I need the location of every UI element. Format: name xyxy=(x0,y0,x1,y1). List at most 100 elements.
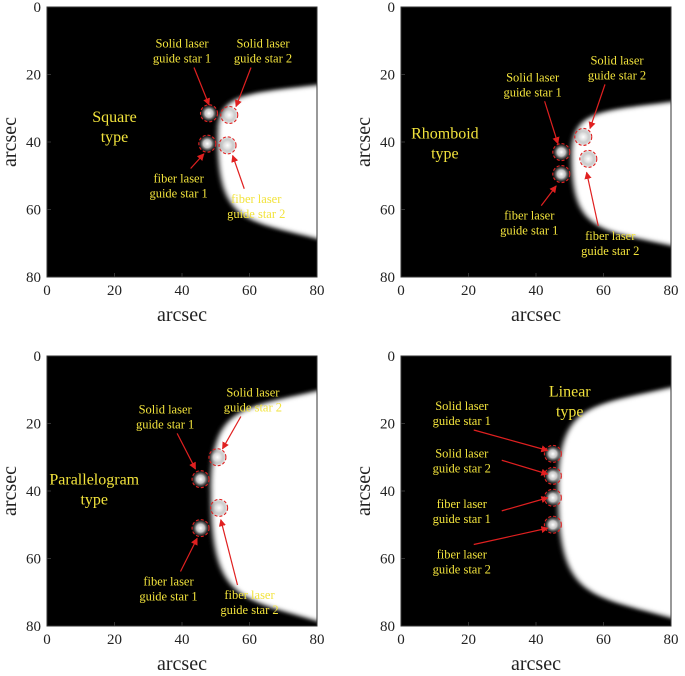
plot-area: Rhomboid type Solid laser guide star 1 Solid… xyxy=(411,53,671,258)
guide-star-marker xyxy=(579,149,598,168)
x-tick-label: 40 xyxy=(175,283,190,299)
annotation-label: fiber laser guide star 1 xyxy=(500,209,558,238)
x-tick-label: 0 xyxy=(43,632,51,648)
x-tick-label: 20 xyxy=(107,283,122,299)
guide-star-spot xyxy=(574,127,593,146)
guide-star-marker xyxy=(218,136,237,155)
panel-rhomboid-type: Rhomboid type Solid laser guide star 1 Solid… xyxy=(353,0,679,326)
annotation-arrow xyxy=(190,153,205,169)
annotation-label: Solid laser guide star 1 xyxy=(433,399,491,428)
y-tick-label: 60 xyxy=(380,203,395,219)
annotation-label: Solid laser guide star 1 xyxy=(153,37,211,66)
x-axis-label: arcsec xyxy=(157,653,207,675)
x-tick-label: 20 xyxy=(107,632,122,648)
x-tick-label: 40 xyxy=(529,632,544,648)
guide-star-spot xyxy=(200,104,218,123)
annotation-label: fiber laser guide star 1 xyxy=(139,575,197,604)
x-tick-label: 60 xyxy=(242,632,257,648)
y-tick-label: 60 xyxy=(26,552,41,568)
guide-star-marker xyxy=(199,104,219,123)
y-tick-label: 80 xyxy=(26,270,41,286)
panel-title: Linear type xyxy=(549,384,591,421)
annotation-label: fiber laser guide star 2 xyxy=(581,229,639,258)
guide-star-spot xyxy=(552,165,571,184)
y-tick-label: 40 xyxy=(380,135,395,151)
annotation-label: Solid laser guide star 1 xyxy=(136,402,194,431)
y-tick-label: 20 xyxy=(26,417,41,433)
annotation-arrow xyxy=(231,154,245,189)
x-tick-label: 60 xyxy=(596,632,611,648)
y-axis-label: arcsec xyxy=(353,466,375,516)
guide-star-marker xyxy=(208,448,227,467)
x-tick-label: 40 xyxy=(529,283,544,299)
panel-title: Rhomboid type xyxy=(411,126,479,163)
guide-star-spot xyxy=(552,143,571,162)
beam-region xyxy=(559,388,671,618)
annotation-arrow xyxy=(473,429,549,453)
panel-parallelogram-type: Parallelogram type Solid laser guide star 1… xyxy=(0,349,325,675)
panel-square-type: Square type Solid laser guide star 1 Solid l… xyxy=(0,0,325,326)
annotation-arrow xyxy=(176,433,197,470)
y-tick-label: 0 xyxy=(34,0,42,16)
guide-star-marker xyxy=(543,466,562,485)
guide-star-spot xyxy=(210,498,229,517)
guide-star-marker xyxy=(543,444,562,463)
plot-area: Parallelogram type Solid laser guide star 1… xyxy=(49,386,317,622)
y-axis-label: arcsec xyxy=(0,466,21,516)
panel-title: Square type xyxy=(92,109,136,146)
plot-area: Linear type Solid laser guide star 1 Solid l… xyxy=(433,384,671,618)
x-tick-label: 80 xyxy=(310,283,325,299)
x-tick-label: 80 xyxy=(664,283,679,299)
y-tick-label: 80 xyxy=(380,619,395,635)
annotation-arrow xyxy=(179,537,198,572)
y-tick-label: 80 xyxy=(380,270,395,286)
x-tick-label: 0 xyxy=(397,632,405,648)
guide-star-marker xyxy=(191,470,210,489)
y-tick-label: 40 xyxy=(26,484,41,500)
panel-linear-type: Linear type Solid laser guide star 1 Solid l… xyxy=(353,349,679,675)
annotation-label: Solid laser guide star 2 xyxy=(234,37,292,66)
annotation-label: Solid laser guide star 2 xyxy=(433,446,491,475)
guide-star-marker xyxy=(552,165,571,184)
x-axis-label: arcsec xyxy=(511,653,561,675)
guide-star-marker xyxy=(198,134,217,153)
annotation-arrow xyxy=(588,84,606,130)
y-tick-label: 0 xyxy=(388,349,396,365)
annotation-label: Solid laser guide star 2 xyxy=(224,386,282,415)
guide-star-marker xyxy=(210,498,229,517)
y-tick-label: 20 xyxy=(26,68,41,84)
guide-star-spot xyxy=(218,136,237,155)
y-tick-label: 20 xyxy=(380,417,395,433)
x-tick-label: 0 xyxy=(43,283,51,299)
guide-star-spot xyxy=(191,519,210,538)
x-tick-label: 80 xyxy=(310,632,325,648)
y-tick-label: 40 xyxy=(26,135,41,151)
y-tick-label: 80 xyxy=(26,619,41,635)
x-tick-label: 20 xyxy=(461,632,476,648)
guide-star-spot xyxy=(220,106,239,124)
annotation-arrow xyxy=(540,185,557,206)
annotation-arrow xyxy=(193,67,210,106)
x-tick-label: 80 xyxy=(664,632,679,648)
guide-star-marker xyxy=(574,127,593,146)
annotation-label: fiber laser guide star 2 xyxy=(227,192,285,221)
beam-region xyxy=(219,85,317,238)
x-axis-label: arcsec xyxy=(511,304,561,326)
guide-star-marker xyxy=(552,143,571,162)
beam-region xyxy=(212,391,317,621)
plot-area: Square type Solid laser guide star 1 Solid l… xyxy=(92,37,317,239)
guide-star-marker xyxy=(191,519,210,538)
guide-star-marker xyxy=(543,515,562,534)
x-tick-label: 40 xyxy=(175,632,190,648)
annotation-arrow xyxy=(501,459,549,476)
x-tick-label: 0 xyxy=(397,283,405,299)
annotation-label: Solid laser guide star 1 xyxy=(503,70,561,99)
x-tick-label: 60 xyxy=(596,283,611,299)
y-tick-label: 0 xyxy=(34,349,42,365)
x-tick-label: 20 xyxy=(461,283,476,299)
x-axis-label: arcsec xyxy=(157,304,207,326)
annotation-label: fiber laser guide star 1 xyxy=(149,172,207,201)
y-axis-label: arcsec xyxy=(353,117,375,167)
y-tick-label: 0 xyxy=(388,0,396,16)
